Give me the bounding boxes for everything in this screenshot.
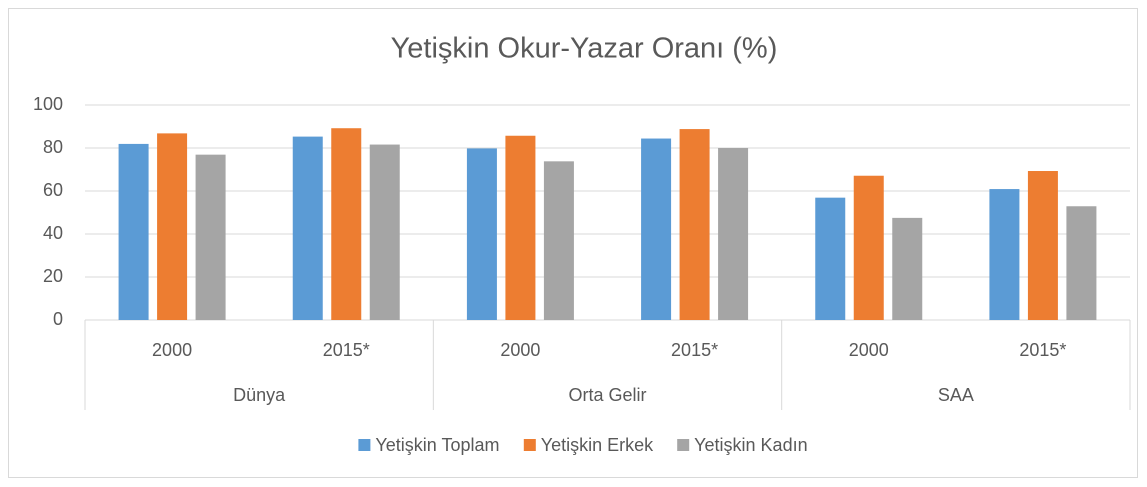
group-label: Dünya xyxy=(233,385,286,405)
bar xyxy=(331,128,362,320)
bar xyxy=(815,197,846,320)
x-tick-label: 2015* xyxy=(1019,340,1066,360)
x-tick-label: 2000 xyxy=(152,340,192,360)
bar xyxy=(718,148,749,320)
legend-label: Yetişkin Kadın xyxy=(694,435,807,455)
x-tick-label: 2000 xyxy=(849,340,889,360)
bar xyxy=(292,136,323,320)
legend-swatch xyxy=(523,439,536,451)
legend-swatch xyxy=(358,439,371,451)
bar xyxy=(157,133,188,320)
y-tick-label: 0 xyxy=(53,309,63,329)
bar xyxy=(118,143,149,320)
group-label: Orta Gelir xyxy=(568,385,646,405)
group-label: SAA xyxy=(938,385,974,405)
y-tick-label: 60 xyxy=(43,180,63,200)
x-tick-label: 2015* xyxy=(323,340,370,360)
bar xyxy=(989,189,1020,320)
bar xyxy=(369,144,400,320)
bar xyxy=(853,175,884,320)
bar xyxy=(195,154,226,320)
bar xyxy=(892,217,923,320)
x-tick-label: 2000 xyxy=(500,340,540,360)
bar xyxy=(679,129,710,320)
y-tick-label: 80 xyxy=(43,137,63,157)
bar xyxy=(1066,206,1097,320)
legend-swatch xyxy=(677,439,690,451)
y-tick-label: 40 xyxy=(43,223,63,243)
bar xyxy=(543,161,574,320)
bar xyxy=(1027,171,1058,320)
x-tick-label: 2015* xyxy=(671,340,718,360)
bar xyxy=(466,148,497,320)
bar xyxy=(641,138,672,320)
chart-title: Yetişkin Okur-Yazar Oranı (%) xyxy=(391,33,778,65)
bar xyxy=(505,135,536,320)
y-tick-label: 20 xyxy=(43,266,63,286)
y-tick-label: 100 xyxy=(33,94,63,114)
legend-label: Yetişkin Toplam xyxy=(375,435,499,455)
legend-label: Yetişkin Erkek xyxy=(541,435,654,455)
